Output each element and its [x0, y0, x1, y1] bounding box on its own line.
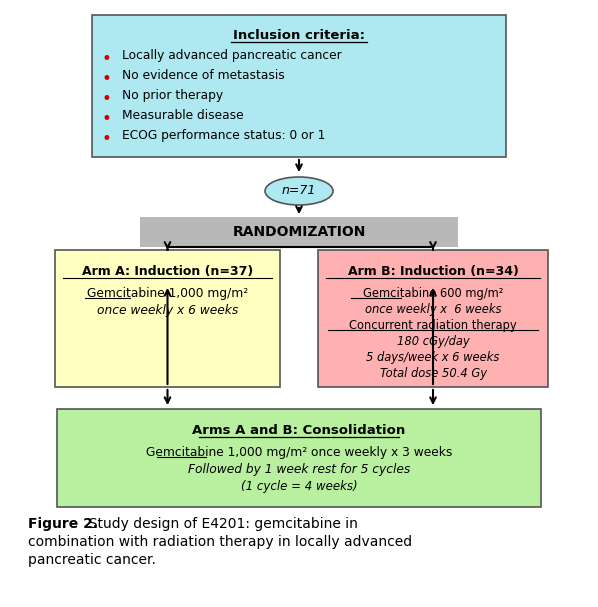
Text: Gemcitabine 1,000 mg/m²: Gemcitabine 1,000 mg/m² [87, 287, 248, 300]
Text: Total dose 50.4 Gy: Total dose 50.4 Gy [380, 367, 487, 380]
Text: •: • [101, 50, 111, 68]
Text: RANDOMIZATION: RANDOMIZATION [232, 225, 366, 239]
Ellipse shape [265, 177, 333, 205]
FancyBboxPatch shape [140, 217, 458, 247]
Text: (1 cycle = 4 weeks): (1 cycle = 4 weeks) [240, 480, 358, 493]
Text: •: • [101, 110, 111, 128]
Text: Arm B: Induction (n=34): Arm B: Induction (n=34) [347, 265, 518, 278]
Text: Arm A: Induction (n=37): Arm A: Induction (n=37) [82, 265, 253, 278]
Text: Measurable disease: Measurable disease [122, 109, 243, 122]
Text: once weekly x 6 weeks: once weekly x 6 weeks [97, 304, 238, 317]
Text: Concurrent radiation therapy: Concurrent radiation therapy [349, 319, 517, 332]
Text: Gemcitabine 1,000 mg/m² once weekly x 3 weeks: Gemcitabine 1,000 mg/m² once weekly x 3 … [146, 446, 452, 459]
Text: Followed by 1 week rest for 5 cycles: Followed by 1 week rest for 5 cycles [188, 463, 410, 476]
Text: No prior therapy: No prior therapy [122, 89, 223, 102]
Text: combination with radiation therapy in locally advanced: combination with radiation therapy in lo… [28, 535, 412, 549]
FancyBboxPatch shape [92, 15, 506, 157]
Text: Study design of E4201: gemcitabine in: Study design of E4201: gemcitabine in [80, 517, 358, 531]
Text: 5 days/week x 6 weeks: 5 days/week x 6 weeks [367, 351, 500, 364]
Text: ECOG performance status: 0 or 1: ECOG performance status: 0 or 1 [122, 129, 325, 142]
Text: once weekly x  6 weeks: once weekly x 6 weeks [365, 303, 501, 316]
Text: 180 cGy/day: 180 cGy/day [396, 335, 469, 348]
FancyBboxPatch shape [318, 250, 548, 387]
Text: Locally advanced pancreatic cancer: Locally advanced pancreatic cancer [122, 49, 341, 62]
Text: n=71: n=71 [282, 185, 316, 197]
Text: •: • [101, 90, 111, 108]
Text: Gemcitabine 600 mg/m²: Gemcitabine 600 mg/m² [363, 287, 503, 300]
FancyBboxPatch shape [57, 409, 541, 507]
Text: •: • [101, 130, 111, 148]
Text: No evidence of metastasis: No evidence of metastasis [122, 69, 285, 82]
Text: Arms A and B: Consolidation: Arms A and B: Consolidation [193, 424, 405, 437]
FancyBboxPatch shape [55, 250, 280, 387]
Text: •: • [101, 70, 111, 88]
Text: pancreatic cancer.: pancreatic cancer. [28, 553, 156, 567]
Text: Figure 2.: Figure 2. [28, 517, 98, 531]
Text: Inclusion criteria:: Inclusion criteria: [233, 29, 365, 42]
